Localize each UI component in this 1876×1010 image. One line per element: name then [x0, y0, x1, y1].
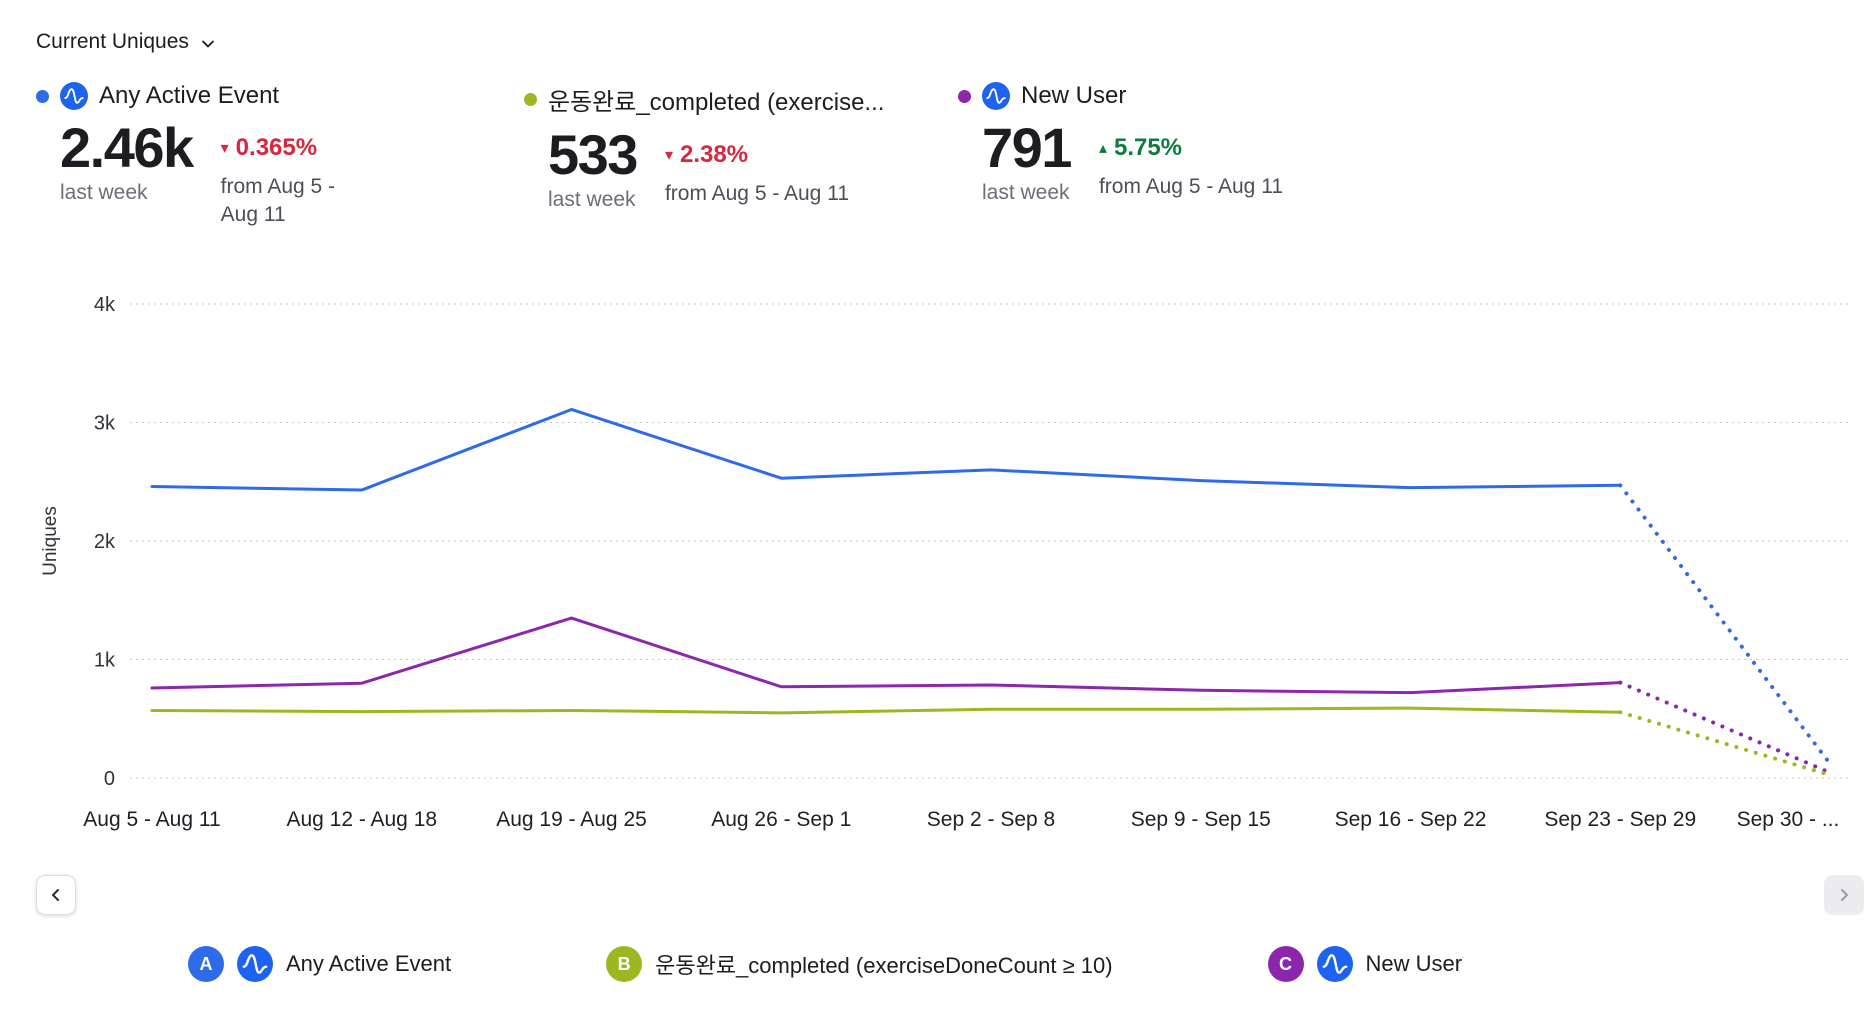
legend-item-any-active-event[interactable]: A Any Active Event	[188, 946, 451, 982]
metric-period: last week	[60, 181, 148, 205]
metric-period: last week	[548, 188, 636, 212]
summary-row: Any Active Event 2.46k last week ▾ 0.365…	[36, 82, 1876, 230]
trend-down-icon: ▾	[664, 147, 673, 164]
legend-label: Any Active Event	[286, 951, 452, 976]
series-line	[150, 706, 1622, 715]
chart-legend: A Any Active Event B 운동완료_completed (exe…	[188, 946, 1462, 982]
uniques-line-chart[interactable]: 0 1k 2k 3k 4k Uniques Aug 5 - Aug 11 Aug 12 - A…	[0, 266, 1876, 846]
metric-mode-dropdown[interactable]: Current Uniques	[36, 30, 217, 54]
prev-page-button[interactable]	[36, 875, 76, 915]
metric-compare-range: from Aug 5 - Aug 11	[220, 175, 336, 227]
x-axis-label: Aug 12 - Aug 18	[286, 808, 437, 831]
series-color-dot	[958, 89, 971, 103]
metric-change-value: 5.75%	[1113, 134, 1183, 161]
y-tick-label: 4k	[94, 294, 116, 316]
x-axis-label: Aug 19 - Aug 25	[496, 808, 647, 831]
amplitude-logo-icon	[60, 82, 88, 110]
series-badge: B	[606, 946, 643, 982]
metric-compare-range: from Aug 5 - Aug 11	[664, 182, 849, 205]
series-projection-line	[1618, 680, 1832, 775]
y-tick-label: 0	[104, 768, 115, 790]
metrics: 791 last week ▴ 5.75% from Aug 5 - Aug 1…	[958, 116, 1478, 205]
y-axis-title: Uniques	[40, 506, 61, 576]
y-tick-label: 3k	[94, 413, 116, 435]
next-page-button[interactable]	[1824, 875, 1864, 915]
series-line	[150, 407, 1622, 492]
metric-change-value: 2.38%	[679, 141, 749, 168]
series-title: New User	[958, 82, 1478, 110]
series-color-dot	[524, 93, 537, 106]
series-badge: C	[1267, 946, 1304, 982]
metric-change: ▴ 5.75%	[1099, 134, 1283, 162]
series-title: 운동완료_completed (exercise...	[524, 82, 958, 117]
x-axis-label: Aug 5 - Aug 11	[83, 808, 220, 831]
metrics: 533 last week ▾ 2.38% from Aug 5 - Aug 1…	[524, 123, 958, 212]
amplitude-logo-icon	[982, 82, 1010, 110]
legend-item-exercise-completed[interactable]: B 운동완료_completed (exerciseDoneCount ≥ 10…	[606, 946, 1113, 982]
chevron-left-icon	[52, 889, 59, 901]
amplitude-logo-icon	[1316, 946, 1353, 982]
y-tick-label: 2k	[94, 531, 116, 553]
x-axis-label: Sep 9 - Sep 15	[1131, 808, 1271, 831]
metric-value: 2.46k	[60, 116, 194, 179]
metric-period: last week	[982, 181, 1070, 205]
x-axis-label: Aug 26 - Sep 1	[711, 808, 851, 831]
series-badge: A	[188, 946, 224, 982]
metric-mode-label: Current Uniques	[36, 30, 189, 53]
series-name: 운동완료_completed (exercise...	[548, 89, 885, 116]
amplitude-logo-icon	[237, 946, 273, 982]
chevron-right-icon	[1841, 889, 1848, 901]
metric-change: ▾ 2.38%	[665, 141, 849, 169]
x-axis-label: Sep 2 - Sep 8	[927, 808, 1055, 831]
series-color-dot	[36, 89, 49, 103]
x-axis-label: Sep 23 - Sep 29	[1544, 808, 1696, 831]
series-line	[150, 616, 1622, 695]
summary-card-exercise-completed[interactable]: 운동완료_completed (exercise... 533 last wee…	[524, 82, 958, 230]
legend-label: New User	[1365, 951, 1463, 976]
trend-down-icon: ▾	[220, 140, 229, 157]
legend-item-new-user[interactable]: C New User	[1267, 946, 1463, 982]
series-projection-line	[1618, 710, 1832, 778]
metric-change-value: 0.365%	[235, 134, 318, 161]
trend-up-icon: ▴	[1098, 140, 1107, 157]
series-name: New User	[1021, 82, 1127, 109]
x-axis-label: Sep 30 - ...	[1737, 808, 1840, 831]
legend-label: 운동완료_completed (exerciseDoneCount ≥ 10)	[655, 953, 1113, 978]
y-tick-label: 1k	[94, 650, 116, 672]
series-title: Any Active Event	[36, 82, 524, 110]
series-name: Any Active Event	[99, 82, 280, 109]
summary-card-new-user[interactable]: New User 791 last week ▴ 5.75% from Aug …	[958, 82, 1478, 230]
summary-card-any-active-event[interactable]: Any Active Event 2.46k last week ▾ 0.365…	[36, 82, 524, 230]
chevron-down-icon	[202, 40, 214, 47]
x-axis-label: Sep 16 - Sep 22	[1335, 808, 1487, 831]
metric-value: 791	[982, 116, 1072, 179]
series-projection-line	[1618, 483, 1832, 766]
metric-value: 533	[548, 123, 638, 186]
metrics: 2.46k last week ▾ 0.365% from Aug 5 - Au…	[36, 116, 524, 230]
metric-compare-range: from Aug 5 - Aug 11	[1098, 175, 1283, 198]
metric-change: ▾ 0.365%	[221, 134, 376, 162]
